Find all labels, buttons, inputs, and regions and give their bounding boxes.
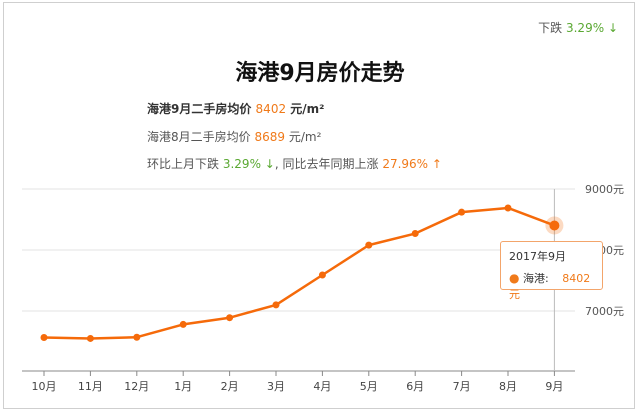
- y-tick-label: 9000元: [585, 183, 624, 196]
- tooltip-date: 2017年9月: [509, 250, 566, 263]
- data-point: [549, 220, 560, 231]
- current-price-label: 海港9月二手房均价: [147, 102, 252, 116]
- x-tick-label: 3月: [267, 380, 285, 393]
- chart-card: [3, 2, 635, 409]
- x-tick-label: 7月: [453, 380, 471, 393]
- current-price-unit: 元/m²: [290, 102, 325, 116]
- series-line: [43, 206, 555, 340]
- mom-value: 3.29%: [222, 157, 261, 171]
- mom-down-arrow-icon: ↓: [264, 157, 275, 171]
- x-tick-label: 6月: [406, 380, 424, 393]
- yoy-value: 27.96%: [382, 157, 429, 171]
- yoy-label: , 同比去年同期上涨: [274, 157, 379, 171]
- x-tick-label: 11月: [78, 380, 103, 393]
- x-tick-label: 2月: [221, 380, 239, 393]
- x-tick-label: 8月: [499, 380, 517, 393]
- change-value: 3.29%: [565, 21, 605, 35]
- x-tick-label: 9月: [545, 380, 563, 393]
- current-price-value: 8402: [255, 102, 287, 116]
- x-tick-label: 12月: [124, 380, 149, 393]
- data-point: [411, 230, 419, 238]
- x-tick-label: 10月: [32, 380, 57, 393]
- tooltip-value: 8402元: [509, 272, 591, 301]
- data-point: [272, 301, 280, 309]
- x-tick-label: 4月: [313, 380, 331, 393]
- x-tick-label: 5月: [360, 380, 378, 393]
- data-point: [318, 271, 326, 279]
- data-point: [365, 241, 373, 249]
- current-price-line: 海港9月二手房均价 8402 元/m²: [147, 100, 324, 117]
- series-dot-icon: ●: [509, 271, 520, 285]
- previous-price-unit: 元/m²: [288, 130, 322, 144]
- mom-label: 环比上月下跌: [147, 157, 220, 171]
- yoy-up-arrow-icon: ↑: [431, 157, 442, 171]
- previous-price-line: 海港8月二手房均价 8689 元/m²: [147, 128, 321, 145]
- y-tick-label: 7000元: [585, 305, 624, 318]
- previous-price-label: 海港8月二手房均价: [147, 130, 251, 144]
- down-arrow-icon: ↓: [607, 21, 618, 35]
- previous-price-value: 8689: [254, 130, 286, 144]
- data-point: [504, 204, 512, 212]
- data-point: [86, 334, 94, 342]
- price-change-indicator: 下跌 3.29% ↓: [538, 19, 618, 36]
- x-tick-label: 1月: [174, 380, 192, 393]
- change-label: 下跌: [538, 21, 563, 35]
- data-point: [458, 208, 466, 216]
- data-point: [133, 333, 141, 341]
- chart-title: 海港9月房价走势: [235, 61, 405, 86]
- data-point: [179, 320, 187, 328]
- tooltip-series: 海港:: [522, 272, 549, 285]
- data-point: [226, 314, 234, 322]
- data-point: [40, 334, 48, 342]
- comparison-line: 环比上月下跌 3.29% ↓, 同比去年同期上涨 27.96% ↑: [147, 155, 442, 172]
- chart-tooltip: 2017年9月 ● 海港: 8402元: [500, 241, 603, 301]
